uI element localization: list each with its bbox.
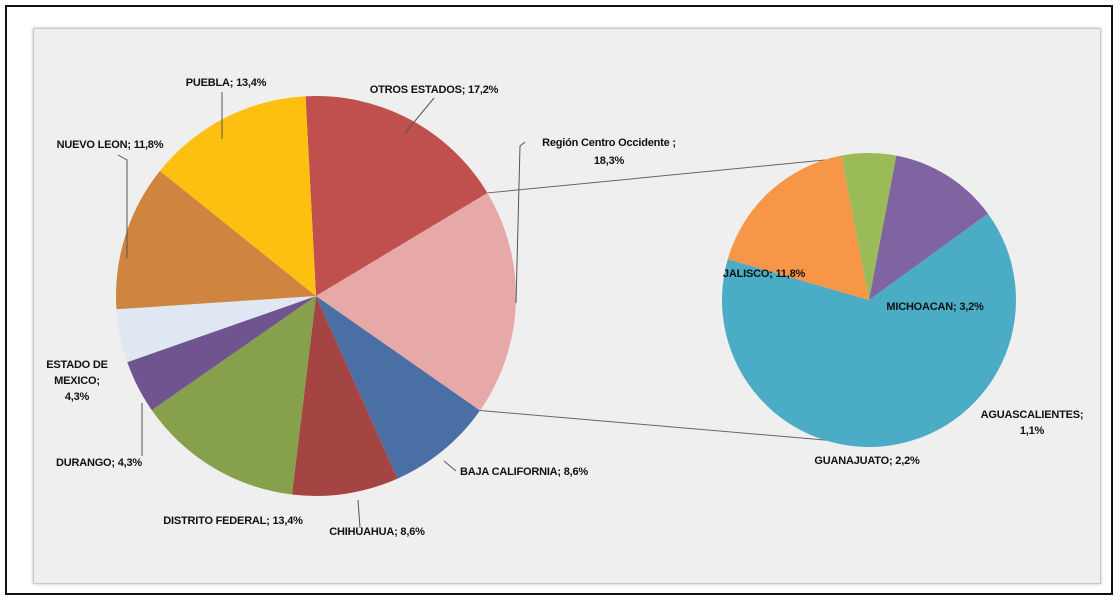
leader-line-nuevo-leon-11-8: [117, 154, 128, 258]
label-region-centro-occidente-line2: 18,3%: [594, 155, 625, 167]
slice-guanajuato-2-2: [869, 155, 988, 300]
label-otros-estados-17-2: OTROS ESTADOS; 17,2%: [370, 84, 499, 96]
main-pie: [115, 95, 516, 497]
slice-chihuahua-8-6: [291, 296, 398, 497]
leader-line-region-centro-occidente: [515, 141, 526, 304]
leader-line-baja-california-8-6: [443, 460, 457, 472]
label-puebla-13-4: PUEBLA; 13,4%: [186, 77, 267, 89]
label-michoacan-3-2: MICHOACAN; 3,2%: [886, 301, 984, 313]
leader-line-otros-estados-17-2: [404, 97, 435, 134]
leader-line-chihuahua-8-6: [357, 499, 361, 529]
connector-line-bottom: [479, 410, 849, 443]
slice-estado-de: [116, 296, 316, 363]
slice-otros-estados-17-2: [305, 95, 488, 296]
label-durango-4-3: DURANGO; 4,3%: [56, 457, 142, 469]
slice-labels: OTROS ESTADOS; 17,2% Región Centro Occide…: [46, 77, 1083, 538]
slice-baja-california-8-6: [316, 296, 480, 479]
label-aguascalientes-line2: 1,1%: [1020, 425, 1045, 437]
label-aguascalientes: AGUASCALIENTES;: [981, 409, 1084, 421]
leader-lines: [117, 92, 526, 529]
label-jalisco-11-8: JALISCO; 11,8%: [723, 268, 806, 280]
connector-line-top: [487, 159, 826, 194]
slice-aguascalientes: [841, 153, 897, 300]
slice-distrito-federal-13-4: [151, 296, 316, 495]
label-distrito-federal-13-4: DISTRITO FEDERAL; 13,4%: [163, 515, 303, 527]
label-region-centro-occidente: Región Centro Occidente ;: [542, 137, 676, 149]
label-baja-california-8-6: BAJA CALIFORNIA; 8,6%: [460, 466, 588, 478]
slice-durango-4-3: [127, 296, 316, 411]
connector-lines: [479, 159, 849, 443]
secondary-pie: [722, 153, 1017, 448]
label-estado-de: ESTADO DE: [46, 359, 108, 371]
slice-region-centro-occidente: [316, 192, 516, 411]
label-guanajuato-2-2: GUANAJUATO; 2,2%: [814, 455, 920, 467]
slice-nuevo-leon-11-8: [115, 170, 317, 310]
label-nuevo-leon-11-8: NUEVO LEON; 11,8%: [57, 139, 164, 151]
label-estado-de-line2: MEXICO;: [54, 375, 100, 387]
slice-jalisco-11-8: [722, 213, 1017, 448]
label-chihuahua-8-6: CHIHUAHUA; 8,6%: [329, 526, 425, 538]
slice-puebla-13-4: [159, 96, 316, 297]
label-estado-de-line3: 4,3%: [65, 391, 90, 403]
slice-michoacan-3-2: [727, 155, 869, 300]
